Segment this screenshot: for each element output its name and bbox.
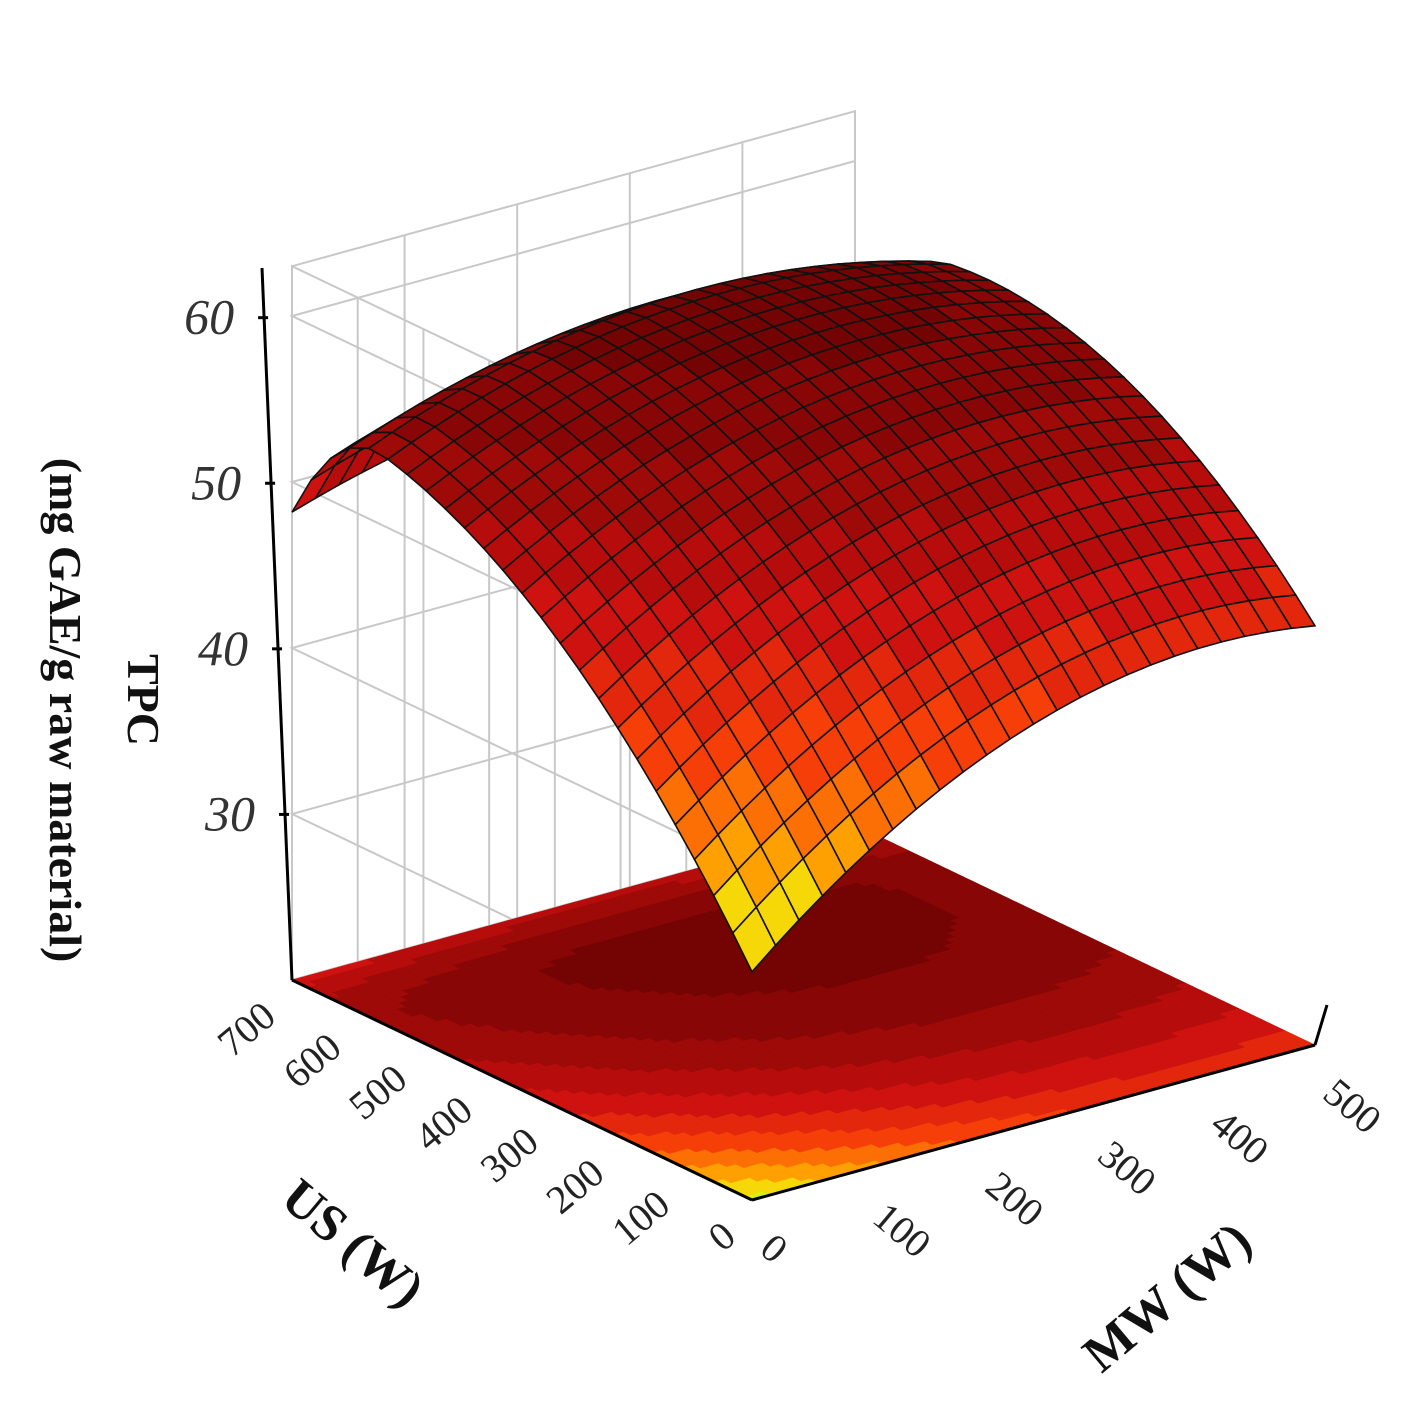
y-tick-label: 600 bbox=[275, 1024, 350, 1097]
y-axis-line bbox=[291, 978, 753, 1202]
y-tick-label: 500 bbox=[340, 1055, 415, 1128]
x-tick-label: 200 bbox=[977, 1162, 1052, 1235]
z-axis-title-line1: TPC bbox=[118, 654, 169, 746]
z-tick-labels: 30 40 50 60 bbox=[184, 289, 290, 841]
x-axis-title: MW (W) bbox=[1073, 1211, 1263, 1383]
z-tick-label: 60 bbox=[184, 289, 234, 345]
x-axis-line bbox=[751, 1043, 1316, 1202]
z-tick-label: 40 bbox=[198, 620, 248, 676]
y-tick-label: 400 bbox=[406, 1087, 481, 1160]
x-tick-label: 500 bbox=[1315, 1069, 1390, 1142]
z-axis-line bbox=[260, 267, 294, 981]
surface-cell bbox=[731, 905, 777, 974]
z-tick-label: 30 bbox=[204, 785, 255, 841]
y-tick-label: 300 bbox=[472, 1118, 547, 1191]
response-surface bbox=[291, 260, 1317, 974]
y-tick-label: 700 bbox=[209, 992, 284, 1065]
y-tick-label: 0 bbox=[700, 1212, 744, 1259]
y-tick-label: 100 bbox=[603, 1181, 678, 1254]
y-tick-label: 200 bbox=[537, 1150, 612, 1223]
x-tick-label: 100 bbox=[865, 1193, 940, 1266]
x-tick-label: 400 bbox=[1203, 1100, 1278, 1173]
x-axis-end bbox=[1313, 1004, 1329, 1046]
y-axis-title: US (W) bbox=[271, 1168, 435, 1318]
z-axis-title-line2: (mg GAE/g raw material) bbox=[40, 458, 91, 963]
x-tick-label: 0 bbox=[752, 1224, 796, 1271]
axes bbox=[260, 267, 1329, 1202]
x-tick-label: 300 bbox=[1090, 1131, 1165, 1204]
z-tick-label: 50 bbox=[191, 454, 241, 510]
